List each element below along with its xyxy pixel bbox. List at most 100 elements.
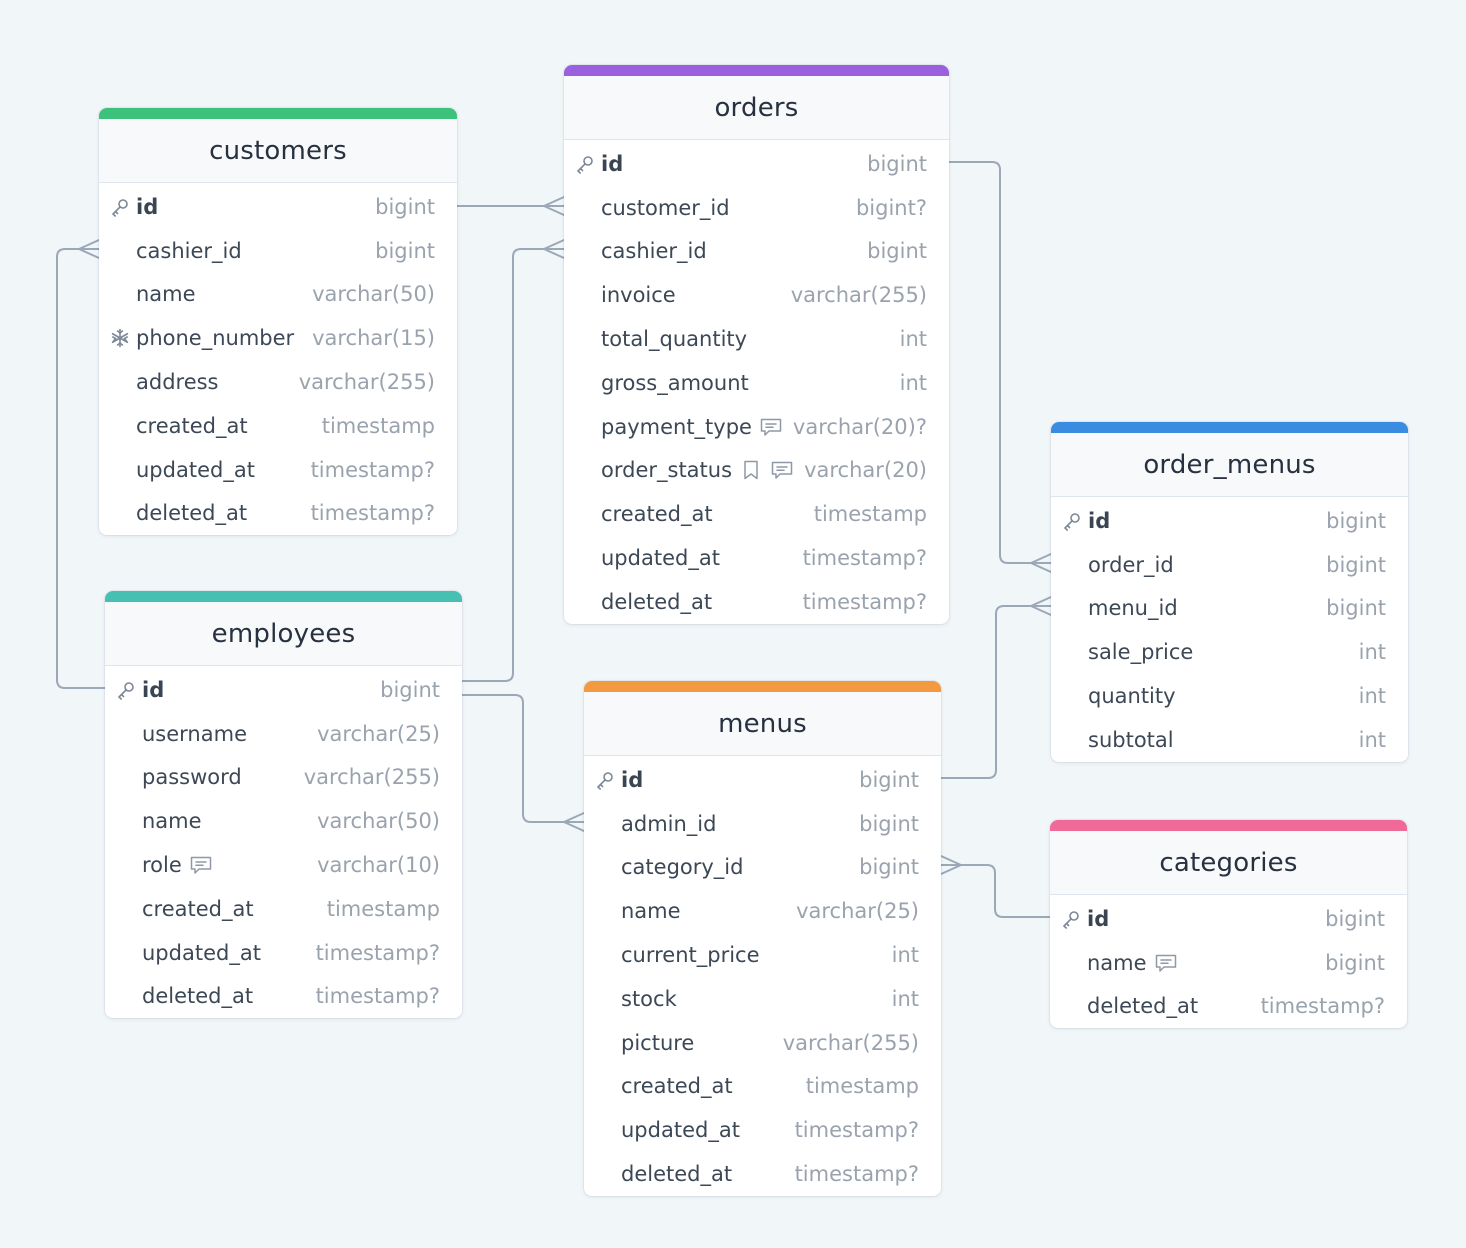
- field-row-updated-at[interactable]: updated_at timestamp?: [584, 1108, 941, 1152]
- field-row-updated-at[interactable]: updated_at timestamp?: [105, 931, 462, 975]
- connector-categories-menus[interactable]: [940, 864, 1051, 918]
- field-row-deleted-at[interactable]: deleted_at timestamp?: [1050, 985, 1407, 1029]
- crows-foot-customers-cashier-id[interactable]: [78, 239, 100, 259]
- field-row-subtotal[interactable]: subtotal int: [1051, 718, 1408, 762]
- field-row-picture[interactable]: picture varchar(255): [584, 1021, 941, 1065]
- field-type: varchar(50): [312, 282, 435, 307]
- field-row-order-id[interactable]: order_id bigint: [1051, 543, 1408, 587]
- comment-icon[interactable]: [189, 853, 213, 877]
- table-title[interactable]: categories: [1050, 831, 1407, 895]
- field-row-payment-type[interactable]: payment_type varchar(20)?: [564, 405, 949, 449]
- field-row-name[interactable]: name bigint: [1050, 941, 1407, 985]
- field-type: varchar(50): [317, 809, 440, 834]
- table-orders[interactable]: orders id bigint customer_id bigint? cashier…: [564, 65, 949, 624]
- field-row-name[interactable]: name varchar(25): [584, 889, 941, 933]
- field-row-menu-id[interactable]: menu_id bigint: [1051, 587, 1408, 631]
- field-row-deleted-at[interactable]: deleted_at timestamp?: [584, 1152, 941, 1196]
- field-row-created-at[interactable]: created_at timestamp: [99, 404, 457, 448]
- field-row-created-at[interactable]: created_at timestamp: [105, 887, 462, 931]
- field-row-id[interactable]: id bigint: [105, 668, 462, 712]
- table-title[interactable]: employees: [105, 602, 462, 666]
- field-row-created-at[interactable]: created_at timestamp: [584, 1065, 941, 1109]
- field-row-deleted-at[interactable]: deleted_at timestamp?: [99, 492, 457, 536]
- comment-icon[interactable]: [770, 458, 794, 482]
- field-name-text: role: [142, 853, 182, 878]
- field-type: bigint?: [855, 195, 927, 220]
- field-row-id[interactable]: id bigint: [584, 758, 941, 802]
- field-row-cashier-id[interactable]: cashier_id bigint: [99, 229, 457, 273]
- key-icon: [115, 679, 137, 701]
- field-row-id[interactable]: id bigint: [564, 142, 949, 186]
- field-row-username[interactable]: username varchar(25): [105, 712, 462, 756]
- field-name: payment_type: [601, 415, 783, 439]
- field-name: category_id: [621, 855, 743, 879]
- comment-icon[interactable]: [759, 415, 783, 439]
- field-row-name[interactable]: name varchar(50): [99, 273, 457, 317]
- field-row-total-quantity[interactable]: total_quantity int: [564, 317, 949, 361]
- field-type: varchar(255): [298, 370, 435, 395]
- field-name: created_at: [136, 414, 248, 438]
- field-name: cashier_id: [601, 239, 707, 263]
- connector-orders-order-menus[interactable]: [948, 161, 1052, 564]
- field-row-created-at[interactable]: created_at timestamp: [564, 492, 949, 536]
- field-row-gross-amount[interactable]: gross_amount int: [564, 361, 949, 405]
- field-name: deleted_at: [136, 501, 247, 525]
- field-type: int: [899, 327, 927, 352]
- field-name: customer_id: [601, 196, 730, 220]
- field-row-category-id[interactable]: category_id bigint: [584, 846, 941, 890]
- field-row-deleted-at[interactable]: deleted_at timestamp?: [105, 975, 462, 1019]
- field-name-text: name: [142, 809, 202, 834]
- field-name-text: deleted_at: [621, 1162, 733, 1187]
- field-row-id[interactable]: id bigint: [1051, 499, 1408, 543]
- table-employees[interactable]: employees id bigint username varchar(25) pas…: [105, 591, 462, 1019]
- bookmark-icon[interactable]: [739, 458, 763, 482]
- table-title[interactable]: menus: [584, 692, 941, 756]
- table-title[interactable]: customers: [99, 119, 457, 183]
- field-type: timestamp?: [315, 940, 440, 965]
- field-name: current_price: [621, 943, 760, 967]
- field-row-updated-at[interactable]: updated_at timestamp?: [564, 536, 949, 580]
- key-icon: [574, 153, 596, 175]
- field-row-sale-price[interactable]: sale_price int: [1051, 630, 1408, 674]
- crows-foot-menus-category-id[interactable]: [940, 855, 962, 875]
- comment-icon[interactable]: [1154, 951, 1178, 975]
- field-list: id bigint customer_id bigint? cashier_id bigi…: [564, 140, 949, 624]
- field-row-id[interactable]: id bigint: [1050, 897, 1407, 941]
- table-menus[interactable]: menus id bigint admin_id bigint category_id b…: [584, 681, 941, 1196]
- field-row-admin-id[interactable]: admin_id bigint: [584, 802, 941, 846]
- field-row-current-price[interactable]: current_price int: [584, 933, 941, 977]
- field-row-password[interactable]: password varchar(255): [105, 756, 462, 800]
- connector-menus-order-menus[interactable]: [940, 605, 1052, 779]
- table-title[interactable]: orders: [564, 76, 949, 140]
- crows-foot-order-menus-order-id[interactable]: [1030, 553, 1052, 573]
- field-row-customer-id[interactable]: customer_id bigint?: [564, 186, 949, 230]
- field-row-role[interactable]: role varchar(10): [105, 843, 462, 887]
- field-row-id[interactable]: id bigint: [99, 185, 457, 229]
- field-row-deleted-at[interactable]: deleted_at timestamp?: [564, 580, 949, 624]
- table-title[interactable]: order_menus: [1051, 433, 1408, 497]
- connector-employees-menus[interactable]: [461, 694, 585, 823]
- crows-foot-menus-admin-id[interactable]: [563, 812, 585, 832]
- field-type: varchar(20)?: [792, 414, 927, 439]
- crows-foot-orders-customer-id[interactable]: [543, 196, 565, 216]
- connector-employees-customers[interactable]: [56, 248, 106, 689]
- table-order-menus[interactable]: order_menus id bigint order_id bigint menu_i…: [1051, 422, 1408, 762]
- field-row-order-status[interactable]: order_status varchar(20): [564, 449, 949, 493]
- crows-foot-order-menus-menu-id[interactable]: [1030, 596, 1052, 616]
- field-type: bigint: [1326, 596, 1386, 621]
- field-row-invoice[interactable]: invoice varchar(255): [564, 273, 949, 317]
- field-row-address[interactable]: address varchar(255): [99, 360, 457, 404]
- table-customers[interactable]: customers id bigint cashier_id bigint name va…: [99, 108, 457, 536]
- field-name-text: deleted_at: [142, 984, 254, 1009]
- field-name: created_at: [621, 1074, 733, 1098]
- field-row-phone-number[interactable]: phone_number varchar(15): [99, 316, 457, 360]
- field-row-quantity[interactable]: quantity int: [1051, 674, 1408, 718]
- field-row-updated-at[interactable]: updated_at timestamp?: [99, 448, 457, 492]
- field-name-text: created_at: [621, 1074, 733, 1099]
- field-row-name[interactable]: name varchar(50): [105, 799, 462, 843]
- table-categories[interactable]: categories id bigint name bigint deleted_at t…: [1050, 820, 1407, 1029]
- field-row-stock[interactable]: stock int: [584, 977, 941, 1021]
- crows-foot-orders-cashier-id[interactable]: [543, 239, 565, 259]
- field-row-cashier-id[interactable]: cashier_id bigint: [564, 230, 949, 274]
- connector-employees-orders[interactable]: [461, 248, 565, 682]
